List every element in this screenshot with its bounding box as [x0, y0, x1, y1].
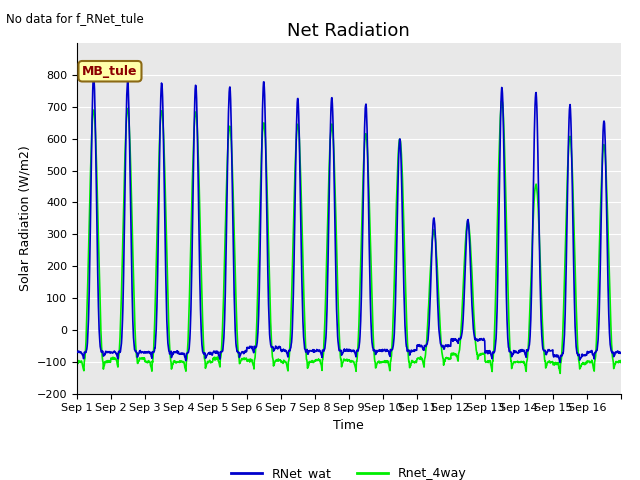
Rnet_4way: [324, 201, 332, 207]
RNet_wat: [335, 344, 342, 350]
Line: RNet_wat: RNet_wat: [77, 75, 621, 362]
RNet_wat: [557, 353, 565, 359]
RNet_wat: [158, 85, 166, 91]
Rnet_4way: [611, 364, 618, 370]
Text: No data for f_RNet_tule: No data for f_RNet_tule: [6, 12, 144, 25]
Rnet_4way: [617, 358, 625, 363]
RNet_wat: [90, 72, 97, 78]
RNet_wat: [73, 349, 81, 355]
RNet_wat: [324, 238, 332, 243]
RNet_wat: [611, 352, 618, 358]
Rnet_4way: [477, 351, 484, 357]
Rnet_4way: [73, 359, 81, 364]
Title: Net Radiation: Net Radiation: [287, 22, 410, 40]
Rnet_4way: [158, 108, 166, 114]
Rnet_4way: [557, 357, 565, 362]
RNet_wat: [617, 350, 625, 356]
X-axis label: Time: Time: [333, 419, 364, 432]
Line: Rnet_4way: Rnet_4way: [77, 101, 621, 373]
Rnet_4way: [498, 98, 506, 104]
RNet_wat: [556, 360, 564, 365]
Rnet_4way: [556, 371, 564, 376]
Rnet_4way: [335, 308, 342, 314]
RNet_wat: [477, 336, 485, 341]
Y-axis label: Solar Radiation (W/m2): Solar Radiation (W/m2): [18, 145, 31, 291]
Text: MB_tule: MB_tule: [82, 65, 138, 78]
Legend: RNet_wat, Rnet_4way: RNet_wat, Rnet_4way: [226, 462, 472, 480]
